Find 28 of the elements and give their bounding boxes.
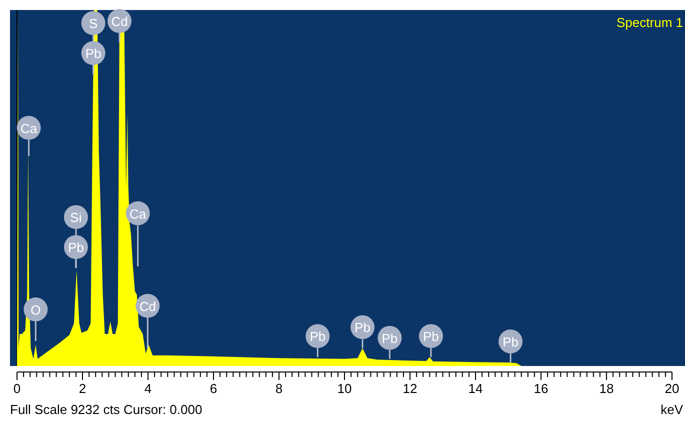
annotation: Pb — [310, 329, 326, 344]
annotation: O — [30, 302, 41, 318]
x-tick-label: 10 — [337, 381, 352, 396]
text: Spectrum 1 — [616, 15, 683, 30]
annotation: Cd — [139, 298, 156, 314]
x-tick-label: 4 — [144, 381, 152, 396]
text: Full Scale 9232 cts Cursor: 0.000 — [10, 402, 202, 417]
x-tick-label: 20 — [664, 381, 680, 396]
x-tick-label: 8 — [275, 381, 283, 396]
annotation: Si — [70, 210, 82, 226]
annotation: Pb — [423, 329, 439, 344]
x-tick-label: 6 — [210, 381, 218, 396]
x-tick-label: 0 — [13, 381, 21, 396]
annotation: Pb — [502, 334, 518, 350]
x-tick-label: 18 — [599, 381, 614, 396]
annotation: Pb — [354, 320, 370, 336]
annotation: Pb — [382, 330, 398, 346]
x-tick-label: 12 — [402, 381, 418, 396]
annotation: Ca — [20, 120, 38, 136]
x-tick-label: 2 — [78, 381, 86, 396]
x-axis-title: keV — [660, 402, 684, 417]
x-tick-label: 14 — [468, 381, 483, 396]
annotation: Cd — [111, 14, 128, 30]
annotation: S — [88, 16, 98, 32]
annotation: Pb — [68, 240, 84, 256]
x-tick-label: 16 — [534, 381, 548, 396]
annotation: Pb — [85, 46, 102, 62]
annotation: Ca — [130, 206, 147, 222]
